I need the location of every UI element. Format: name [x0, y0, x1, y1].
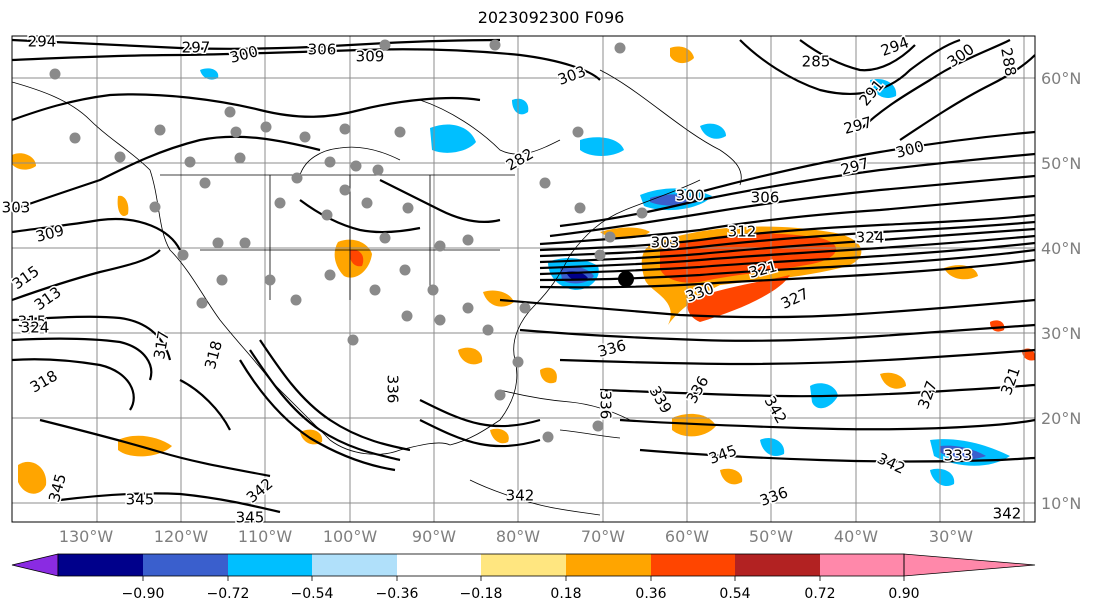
contour-label: 324 [21, 319, 50, 337]
lon-label: 80°W [496, 527, 540, 546]
colorbar-swatch [735, 554, 820, 576]
colorbar-swatch [312, 554, 397, 576]
colorbar-extend-high [903, 553, 1036, 577]
station-dots [49, 39, 648, 443]
lat-label: 50°N [1041, 154, 1081, 173]
coastlines [12, 69, 742, 516]
colorbar-tick-label: −0.90 [122, 586, 165, 602]
colorbar-tick-label: 0.90 [888, 586, 919, 602]
contour-label: 300 [676, 187, 705, 205]
colorbar-extend-low [11, 553, 59, 577]
latitude-labels: 60°N 50°N 40°N 30°N 20°N 10°N [1041, 69, 1081, 513]
lon-label: 70°W [581, 527, 625, 546]
contour-label: 294 [28, 33, 57, 51]
lon-label: 100°W [323, 527, 378, 546]
colorbar-swatch [58, 554, 143, 576]
contour-label: 309 [34, 221, 66, 246]
contour-label: 303 [2, 199, 31, 217]
contour-label: 312 [728, 223, 757, 241]
plot-area [12, 36, 1035, 522]
lon-label: 130°W [59, 527, 114, 546]
lon-label: 40°W [834, 527, 878, 546]
colorbar-tick-label: 0.54 [719, 586, 750, 602]
contour-label: 306 [308, 41, 337, 59]
lat-label: 20°N [1041, 409, 1081, 428]
figure-title: 2023092300 F096 [477, 8, 625, 27]
colorbar: −0.90 −0.72 −0.54 −0.36 −0.18 0.18 0.36 … [11, 553, 1036, 602]
contour-label: 306 [751, 189, 780, 207]
colorbar-tick-label: −0.18 [460, 586, 503, 602]
contour-label: 342 [506, 487, 535, 505]
colorbar-tick-label: 0.36 [635, 586, 666, 602]
longitude-labels: 130°W 120°W 110°W 100°W 90°W 80°W 70°W 6… [59, 527, 973, 546]
colorbar-swatch [651, 554, 735, 576]
contour-lines [12, 38, 1035, 514]
colorbar-swatch [143, 554, 228, 576]
contour-label: 333 [944, 447, 973, 465]
lat-label: 30°N [1041, 324, 1081, 343]
colorbar-tick-label: 0.18 [550, 586, 581, 602]
lat-label: 10°N [1041, 494, 1081, 513]
plot-frame [11, 35, 1036, 523]
lat-label: 60°N [1041, 69, 1081, 88]
contour-label: 342 [993, 505, 1022, 523]
colorbar-swatch [566, 554, 651, 576]
contour-label: 285 [802, 53, 831, 71]
lon-label: 30°W [929, 527, 973, 546]
colorbar-swatch [397, 554, 481, 576]
contour-label: 336 [597, 391, 615, 420]
contour-label: 297 [182, 39, 211, 57]
contour-label: 336 [384, 375, 402, 404]
contour-label: 345 [236, 509, 265, 527]
lon-label: 60°W [665, 527, 709, 546]
contour-label: 315 [18, 313, 47, 331]
colorbar-swatch [228, 554, 312, 576]
colorbar-tick-label: 0.72 [804, 586, 835, 602]
colorbar-swatch [820, 554, 904, 576]
colorbar-swatch [481, 554, 566, 576]
center-marker [618, 271, 634, 287]
lon-label: 120°W [154, 527, 209, 546]
contour-label: 309 [356, 48, 385, 66]
lon-label: 50°W [749, 527, 793, 546]
contour-label: 324 [856, 229, 885, 247]
lat-label: 40°N [1041, 239, 1081, 258]
colorbar-tick-label: −0.72 [207, 586, 250, 602]
contour-label: 303 [651, 234, 680, 252]
colorbar-tick-label: −0.36 [376, 586, 419, 602]
lon-label: 110°W [238, 527, 293, 546]
colorbar-tick-label: −0.54 [291, 586, 334, 602]
lon-label: 90°W [412, 527, 456, 546]
contour-label: 345 [126, 491, 155, 509]
